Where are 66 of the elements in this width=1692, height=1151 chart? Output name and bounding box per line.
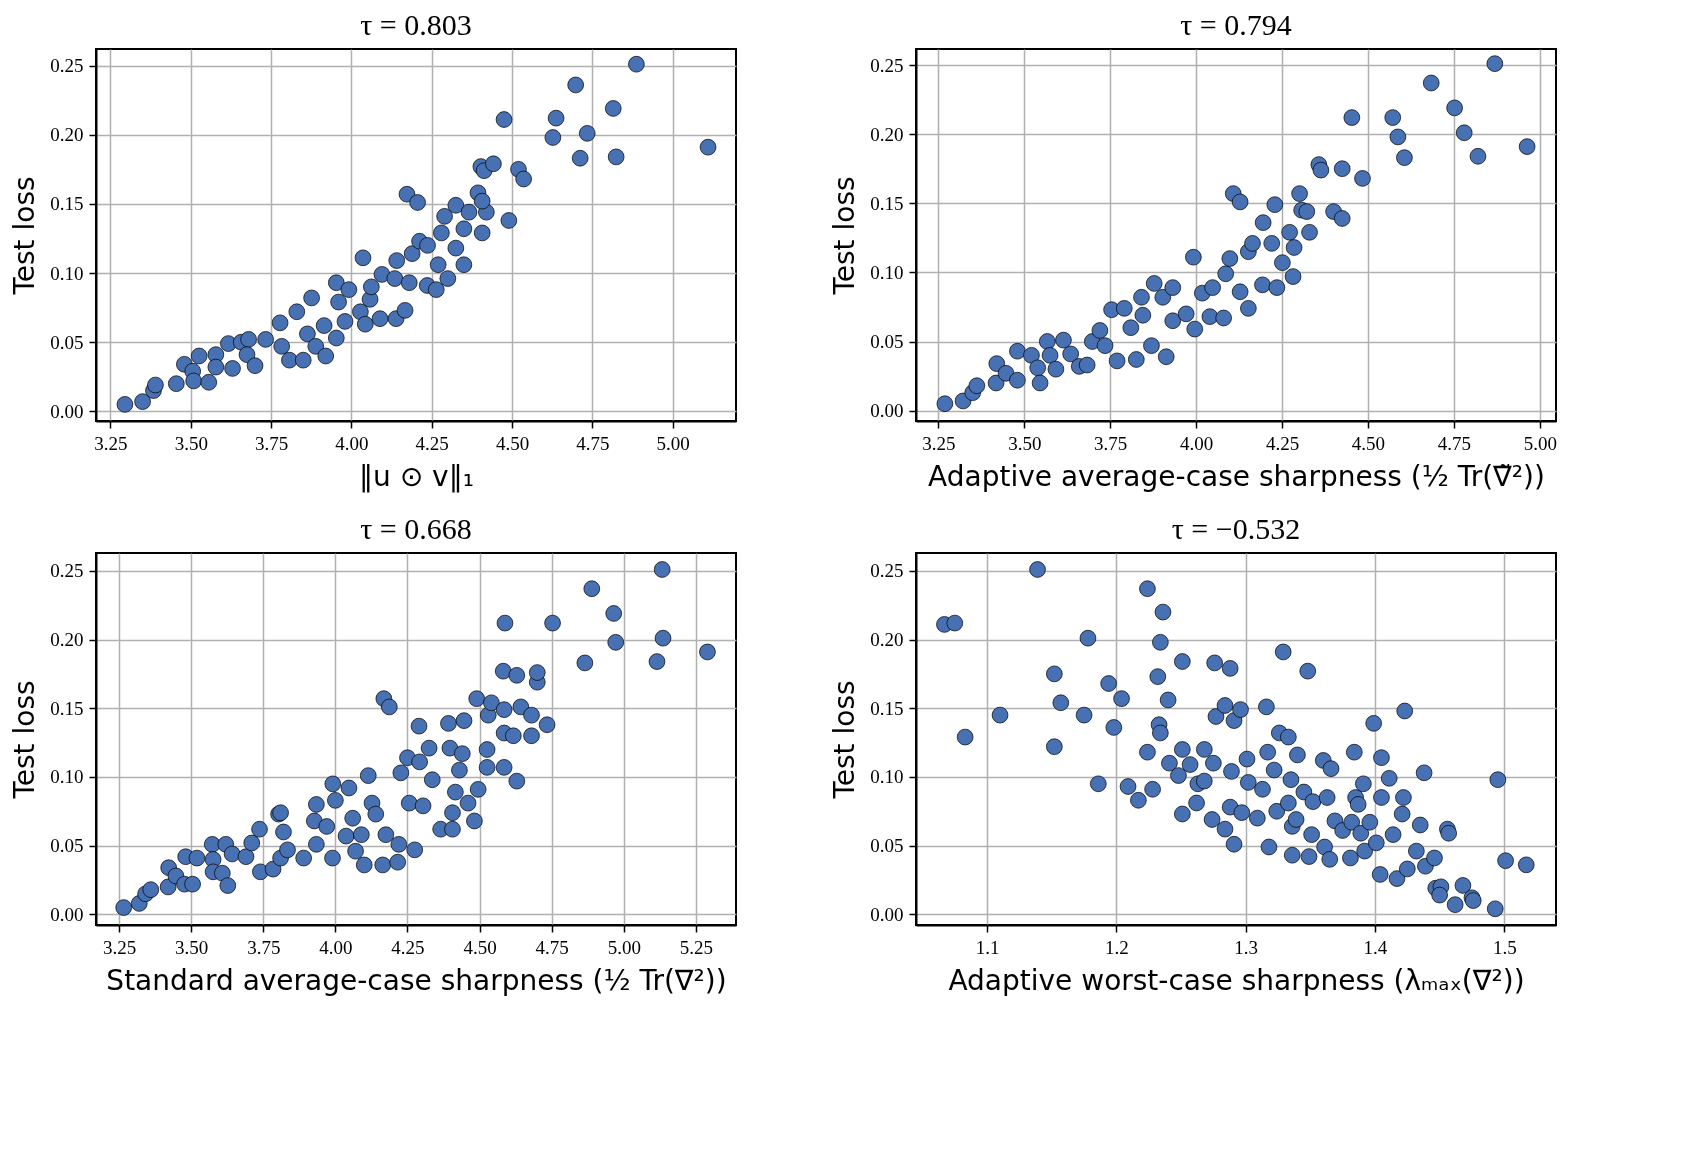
y-tick-label: 0.10 xyxy=(870,766,904,788)
y-tick-label: 0.20 xyxy=(50,124,84,146)
x-tick-label: 5.25 xyxy=(679,936,714,958)
x-axis-title: Standard average-case sharpness (½ Tr(∇²)) xyxy=(106,963,727,997)
y-tick-label: 0.10 xyxy=(50,262,84,284)
x-tick-label: 4.00 xyxy=(319,936,353,958)
y-axis-title: Test loss xyxy=(8,176,42,296)
x-tick-label: 4.00 xyxy=(335,432,369,454)
chart-title: τ = 0.803 xyxy=(360,8,472,41)
x-axis-title: ‖u ⊙ v‖₁ xyxy=(359,459,474,493)
x-tick-label: 5.00 xyxy=(607,936,641,958)
x-tick-label: 3.75 xyxy=(1094,432,1128,454)
x-axis-title: Adaptive average-case sharpness (½ Tr(∇̃²)) xyxy=(928,459,1545,493)
y-tick-label: 0.05 xyxy=(870,835,904,857)
y-tick-label: 0.15 xyxy=(870,697,904,719)
x-tick-label: 4.75 xyxy=(1437,432,1472,454)
y-axis-title: Test loss xyxy=(8,680,42,800)
x-tick-label: 5.00 xyxy=(1523,432,1557,454)
x-tick-label: 4.25 xyxy=(415,432,449,454)
x-tick-label: 1.5 xyxy=(1492,936,1517,958)
x-tick-label: 4.50 xyxy=(463,936,497,958)
y-tick-label: 0.00 xyxy=(50,400,84,422)
y-tick-label: 0.00 xyxy=(50,903,84,925)
y-axis-title: Test loss xyxy=(828,680,862,800)
x-tick-label: 4.75 xyxy=(576,432,610,454)
y-tick-label: 0.05 xyxy=(50,331,84,353)
y-tick-label: 0.15 xyxy=(50,193,84,215)
chart-title: τ = 0.668 xyxy=(360,512,472,545)
x-tick-label: 3.50 xyxy=(174,432,208,454)
y-tick-label: 0.15 xyxy=(50,697,84,719)
x-tick-label: 1.1 xyxy=(975,936,1000,958)
y-tick-label: 0.20 xyxy=(870,629,904,651)
x-tick-label: 3.25 xyxy=(922,432,956,454)
y-tick-label: 0.10 xyxy=(50,766,84,788)
y-tick-label: 0.25 xyxy=(50,560,84,582)
y-tick-label: 0.20 xyxy=(50,629,84,651)
y-tick-label: 0.25 xyxy=(870,560,904,582)
y-tick-label: 0.05 xyxy=(50,835,84,857)
chart-title: τ = 0.794 xyxy=(1180,8,1292,41)
x-tick-label: 1.2 xyxy=(1105,936,1129,958)
y-tick-label: 0.15 xyxy=(870,192,904,214)
x-tick-label: 3.75 xyxy=(254,432,289,454)
y-tick-label: 0.20 xyxy=(870,123,904,145)
x-tick-label: 1.3 xyxy=(1234,936,1259,958)
y-tick-label: 0.00 xyxy=(870,903,904,925)
x-tick-label: 4.00 xyxy=(1180,432,1214,454)
y-tick-label: 0.05 xyxy=(870,331,904,353)
x-tick-label: 4.50 xyxy=(1351,432,1386,454)
x-tick-label: 3.25 xyxy=(102,936,137,958)
x-tick-label: 4.50 xyxy=(495,432,530,454)
y-tick-label: 0.25 xyxy=(50,55,84,77)
y-tick-label: 0.25 xyxy=(870,54,904,76)
y-tick-label: 0.10 xyxy=(870,261,904,283)
x-tick-label: 4.25 xyxy=(1265,432,1300,454)
x-tick-label: 1.4 xyxy=(1363,936,1388,958)
y-tick-label: 0.00 xyxy=(870,400,904,422)
chart-title: τ = −0.532 xyxy=(1171,512,1301,545)
x-tick-label: 4.25 xyxy=(391,936,425,958)
x-tick-label: 3.25 xyxy=(94,432,128,454)
x-tick-label: 4.75 xyxy=(535,936,569,958)
y-axis-title: Test loss xyxy=(828,176,862,296)
x-tick-label: 3.50 xyxy=(175,936,209,958)
x-tick-label: 5.00 xyxy=(656,432,690,454)
x-tick-label: 3.75 xyxy=(247,936,281,958)
x-axis-title: Adaptive worst-case sharpness (λₘₐₓ(∇²)) xyxy=(948,963,1525,997)
x-tick-label: 3.50 xyxy=(1008,432,1042,454)
